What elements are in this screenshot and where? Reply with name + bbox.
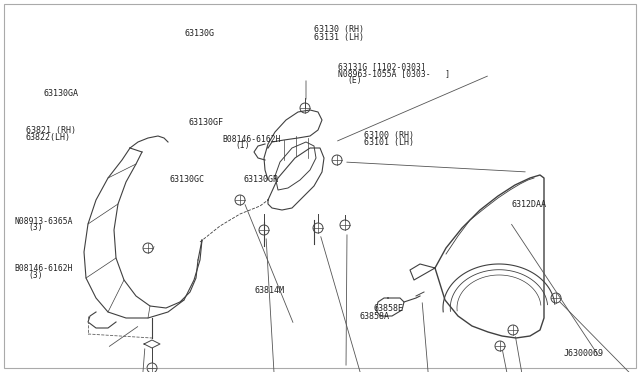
Text: 63130GC: 63130GC: [170, 175, 205, 184]
Text: 63130GR: 63130GR: [243, 175, 278, 184]
Text: 63130GA: 63130GA: [44, 89, 79, 97]
Text: 63821 (RH): 63821 (RH): [26, 126, 76, 135]
Text: 63130GF: 63130GF: [189, 118, 224, 127]
Text: 63858A: 63858A: [360, 312, 390, 321]
Text: 63131G [1102-0303]: 63131G [1102-0303]: [338, 62, 426, 71]
Text: 63100 (RH): 63100 (RH): [364, 131, 413, 140]
Text: (3): (3): [29, 223, 44, 232]
Text: 63858E: 63858E: [374, 304, 404, 312]
Text: 63131 (LH): 63131 (LH): [314, 33, 364, 42]
Text: 63130 (RH): 63130 (RH): [314, 25, 364, 34]
Text: 63101 (LH): 63101 (LH): [364, 138, 413, 147]
Text: (E): (E): [347, 76, 362, 85]
Text: (I): (I): [236, 141, 250, 150]
Text: 6312DAA: 6312DAA: [512, 200, 547, 209]
Text: (3): (3): [29, 271, 44, 280]
Text: 63130G: 63130G: [184, 29, 214, 38]
Text: N08913-6365A: N08913-6365A: [14, 217, 72, 225]
Text: 63814M: 63814M: [255, 286, 285, 295]
Text: N08963-1055A [0303-   ]: N08963-1055A [0303- ]: [338, 69, 450, 78]
Text: B08146-6162H: B08146-6162H: [14, 264, 72, 273]
Text: B08146-6162H: B08146-6162H: [223, 135, 281, 144]
Text: 63822(LH): 63822(LH): [26, 133, 70, 142]
Text: J6300069: J6300069: [563, 349, 604, 358]
